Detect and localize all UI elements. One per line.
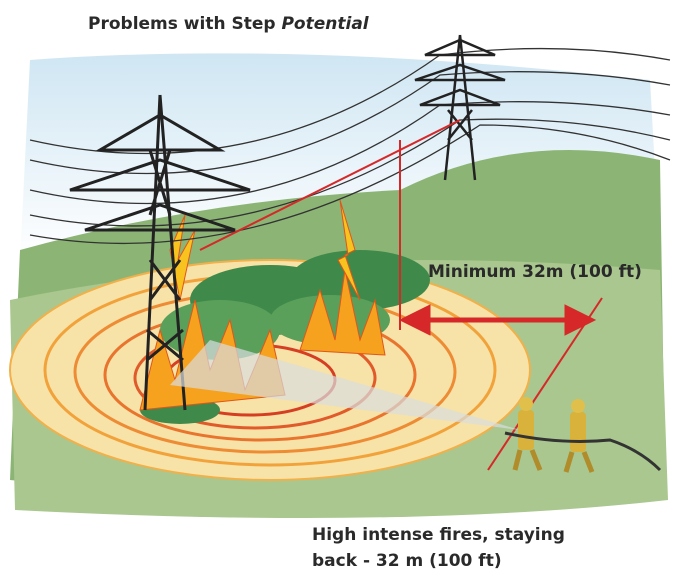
firefighters — [504, 397, 662, 473]
caption-line: back - 32 m (100 ft) — [312, 551, 502, 571]
distance-label: Minimum 32m (100 ft) — [428, 262, 642, 282]
distance-arrow — [398, 304, 597, 336]
tower-right — [414, 34, 506, 181]
tower-left — [69, 94, 251, 411]
caption: High intense fires, staying back - 32 m … — [312, 522, 565, 574]
measure-lines — [199, 119, 603, 471]
title-emphasis: Potential — [281, 14, 369, 34]
wires — [29, 47, 671, 245]
caption-line: High intense fires, staying — [312, 525, 565, 545]
water-spray — [170, 340, 520, 430]
title-text: Problems with Step — [88, 14, 282, 34]
title: Problems with Step Potential — [88, 14, 369, 34]
